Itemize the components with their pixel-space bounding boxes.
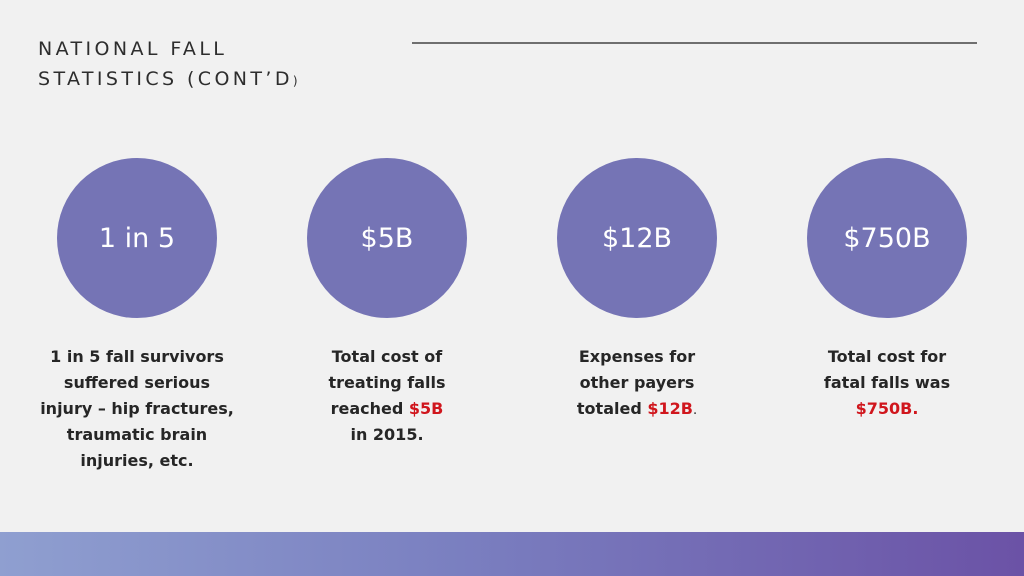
stat-value: $5B [360,222,414,254]
stat-value: 1 in 5 [98,222,176,254]
title-line-2: STATISTICS (CONT’D) [38,64,299,96]
stat-caption-suffix: in 2015. [350,425,424,444]
title-divider-line [412,42,977,44]
stat-caption-suffix: . [692,403,698,418]
stat-caption: 1 in 5 fall survivors suffered serious i… [37,344,237,474]
stat-circle: 1 in 5 [57,158,217,318]
title-line-1: NATIONAL FALL [38,38,228,60]
stat-caption-highlight: $750B. [855,399,919,418]
stat-card-fatal-falls: $750B Total cost for fatal falls was $75… [767,158,1007,422]
stat-card-injury: 1 in 5 1 in 5 fall survivors suffered se… [17,158,257,474]
title-close-paren: ) [292,74,299,88]
stat-caption-text: Total cost for fatal falls was [823,347,951,392]
stat-caption: Total cost for fatal falls was $750B. [817,344,957,422]
stat-caption-text: Total cost of treating falls reached [328,347,446,418]
stat-card-other-payers: $12B Expenses for other payers totaled $… [517,158,757,424]
stat-caption-highlight: $12B [647,399,693,418]
slide-title: NATIONAL FALL STATISTICS (CONT’D) [38,34,299,96]
stat-caption-highlight: $5B [408,399,444,418]
stat-caption: Total cost of treating falls reached $5B… [322,344,452,448]
stat-value: $750B [843,222,931,254]
stat-caption-text: Expenses for other payers totaled [576,347,696,418]
stat-circle: $5B [307,158,467,318]
stat-caption: Expenses for other payers totaled $12B. [567,344,707,424]
stat-card-treatment-cost: $5B Total cost of treating falls reached… [267,158,507,448]
title-line-2-text: STATISTICS (CONT’D [38,68,293,90]
stat-caption-text: 1 in 5 fall survivors suffered serious i… [40,347,234,470]
stat-value: $12B [601,222,673,254]
stat-circle: $12B [557,158,717,318]
bottom-gradient-bar [0,532,1024,576]
stat-circle: $750B [807,158,967,318]
